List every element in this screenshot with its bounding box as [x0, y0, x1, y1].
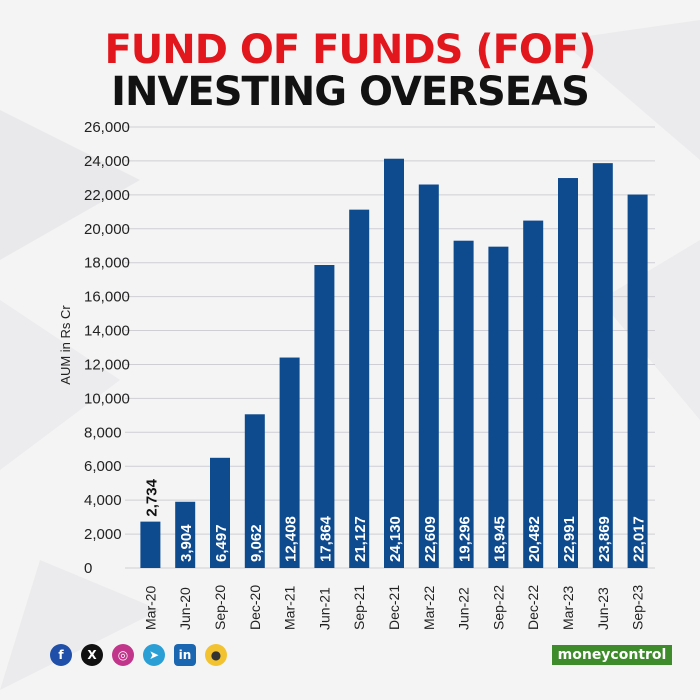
y-tick-label: 4,000	[84, 492, 122, 509]
moneycontrol-logo: moneycontrol	[552, 645, 672, 665]
bar	[314, 264, 335, 568]
bar-value-label: 3,904	[178, 524, 195, 562]
bar	[349, 209, 370, 569]
bar-value-label: 19,296	[457, 516, 474, 562]
y-axis-label: AUM in Rs Cr	[58, 305, 73, 385]
x-tick-label: Mar-23	[560, 585, 576, 630]
bar	[244, 414, 265, 568]
y-tick-label: 14,000	[84, 323, 130, 340]
y-tick-label: 20,000	[84, 221, 130, 238]
x-tick-label: Dec-21	[386, 585, 402, 630]
bar-value-label: 22,609	[422, 516, 439, 562]
bar	[558, 178, 578, 568]
bar-value-label: 17,864	[317, 515, 334, 562]
y-tick-label: 8,000	[84, 424, 122, 441]
y-tick-label: 12,000	[84, 356, 130, 373]
y-tick-label: 10,000	[84, 390, 130, 407]
y-tick-label: 6,000	[84, 458, 122, 475]
koo-icon[interactable]: ●	[205, 644, 227, 666]
bar-value-label: 2,734	[143, 478, 160, 516]
bar-value-label: 9,062	[248, 524, 265, 562]
x-tick-label: Sep-20	[212, 585, 228, 630]
bar	[279, 357, 300, 568]
bar-value-label: 22,991	[561, 516, 578, 562]
x-tick-label: Jun-22	[456, 587, 472, 630]
y-tick-label: 22,000	[84, 187, 130, 204]
bars: 2,734 3,904 6,497 9,062 12,408 17,864 21,127 24…	[140, 158, 648, 569]
x-tick-label: Dec-20	[247, 585, 263, 630]
bar-value-label: 22,017	[631, 516, 648, 562]
x-tick-label: Sep-21	[351, 585, 367, 630]
y-axis-ticks: 0 2,000 4,000 6,000 8,000 10,000 12,000 14,000 1…	[84, 119, 130, 577]
linkedin-icon[interactable]: in	[174, 644, 196, 666]
bar-value-label: 12,408	[283, 516, 300, 562]
bar	[627, 194, 648, 568]
x-tick-label: Mar-21	[282, 585, 298, 630]
bar-value-label: 24,130	[387, 516, 404, 562]
chart-title-line2: INVESTING OVERSEAS	[111, 69, 590, 115]
x-tick-label: Sep-22	[490, 585, 506, 630]
bar	[210, 457, 230, 568]
y-tick-label: 0	[84, 560, 92, 577]
y-tick-label: 18,000	[84, 255, 130, 272]
x-tick-label: Jun-23	[595, 587, 611, 630]
y-tick-label: 16,000	[84, 289, 130, 306]
bar-value-label: 6,497	[213, 524, 230, 562]
x-tick-label: Mar-22	[421, 585, 437, 630]
instagram-icon[interactable]: ◎	[112, 644, 134, 666]
bar-value-label: 20,482	[526, 516, 543, 562]
chart-title-line1: FUND OF FUNDS (FOF)	[104, 27, 596, 73]
x-icon[interactable]: X	[81, 644, 103, 666]
x-axis-ticks: Mar-20 Jun-20 Sep-20 Dec-20 Mar-21 Jun-21 Sep-…	[142, 585, 645, 630]
x-tick-label: Jun-21	[316, 587, 332, 630]
x-tick-label: Mar-20	[142, 585, 158, 630]
bar-value-label: 23,869	[596, 516, 613, 562]
y-tick-label: 24,000	[84, 153, 130, 170]
facebook-icon[interactable]: f	[50, 644, 72, 666]
telegram-icon[interactable]: ➤	[143, 644, 165, 666]
bar-value-label: 21,127	[352, 516, 369, 562]
x-tick-label: Jun-20	[177, 587, 193, 630]
bar	[453, 240, 474, 569]
bar	[523, 220, 544, 569]
bar	[488, 246, 509, 569]
y-tick-label: 26,000	[84, 119, 130, 136]
bar	[384, 158, 404, 568]
bar-value-label: 18,945	[491, 516, 508, 562]
bar	[592, 163, 613, 569]
x-tick-label: Sep-23	[630, 585, 646, 630]
y-tick-label: 2,000	[84, 526, 122, 543]
bar	[418, 184, 439, 568]
bar	[175, 501, 196, 568]
x-tick-label: Dec-22	[525, 585, 541, 630]
bar	[140, 521, 161, 568]
